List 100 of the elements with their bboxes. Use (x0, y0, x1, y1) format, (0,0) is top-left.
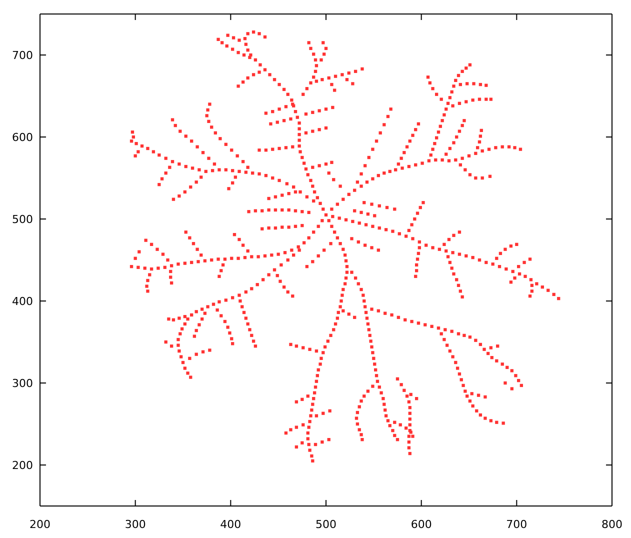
point (289, 117, 292, 121)
point (444, 108, 448, 111)
point (314, 58, 318, 62)
point (351, 220, 354, 224)
point (226, 326, 230, 329)
point (272, 78, 276, 82)
point (430, 324, 434, 328)
point (456, 332, 460, 336)
point (524, 274, 527, 278)
point (304, 167, 308, 171)
point (364, 164, 367, 168)
point (356, 410, 360, 414)
point (350, 270, 354, 274)
point (400, 166, 404, 170)
point (216, 38, 220, 41)
point (464, 168, 467, 172)
point (298, 132, 301, 136)
point (311, 110, 314, 114)
point (358, 405, 361, 408)
point (298, 150, 302, 154)
point (447, 238, 451, 242)
point (427, 159, 431, 162)
point (369, 340, 372, 343)
point (418, 240, 422, 244)
point (311, 459, 314, 462)
point (407, 440, 411, 444)
point (150, 242, 154, 246)
point (300, 441, 304, 444)
point (366, 212, 370, 216)
point (374, 140, 378, 143)
point (414, 128, 418, 132)
point (274, 195, 278, 198)
point (282, 119, 286, 122)
point (504, 248, 507, 251)
point (146, 146, 150, 150)
point (192, 334, 196, 338)
point (172, 198, 176, 201)
point (203, 259, 207, 262)
point (194, 328, 198, 332)
point (278, 82, 281, 86)
point (336, 202, 340, 206)
point (420, 162, 424, 165)
point (447, 159, 451, 162)
point (170, 160, 174, 164)
point (376, 248, 380, 252)
point (264, 112, 268, 115)
point (140, 144, 144, 148)
point (370, 202, 374, 206)
point (230, 342, 234, 346)
point (183, 190, 186, 194)
point (458, 230, 462, 234)
point (506, 366, 509, 369)
point (312, 52, 316, 56)
point (250, 334, 254, 338)
point (224, 142, 228, 146)
point (344, 276, 348, 280)
point (400, 383, 403, 386)
x-tick-label: 600 (410, 518, 432, 531)
point (316, 374, 319, 378)
point (243, 37, 247, 40)
point (264, 174, 268, 178)
point (448, 96, 452, 100)
point (451, 104, 454, 108)
point (522, 260, 526, 264)
point (514, 374, 518, 378)
point (478, 98, 482, 101)
point (225, 44, 228, 48)
point (294, 110, 298, 114)
point (198, 323, 201, 326)
point (347, 192, 350, 196)
point (476, 394, 480, 397)
point (434, 158, 438, 162)
point (316, 196, 319, 200)
point (411, 434, 414, 438)
point (408, 423, 412, 426)
point (510, 369, 514, 372)
point (312, 230, 316, 234)
point (540, 285, 544, 289)
point (302, 162, 306, 165)
point (408, 406, 412, 410)
point (360, 288, 363, 292)
point (414, 397, 418, 400)
point (300, 210, 304, 214)
point (462, 119, 466, 122)
point (356, 240, 360, 244)
point (366, 322, 370, 326)
point (302, 241, 306, 244)
point (254, 209, 258, 212)
point (488, 174, 492, 178)
point (298, 190, 302, 194)
point (515, 242, 518, 246)
point (398, 423, 402, 426)
point (358, 428, 361, 432)
point (302, 92, 305, 96)
point (390, 313, 394, 317)
point (183, 322, 186, 326)
point (246, 249, 250, 253)
point (243, 256, 247, 260)
point (307, 426, 310, 429)
point (296, 116, 299, 119)
